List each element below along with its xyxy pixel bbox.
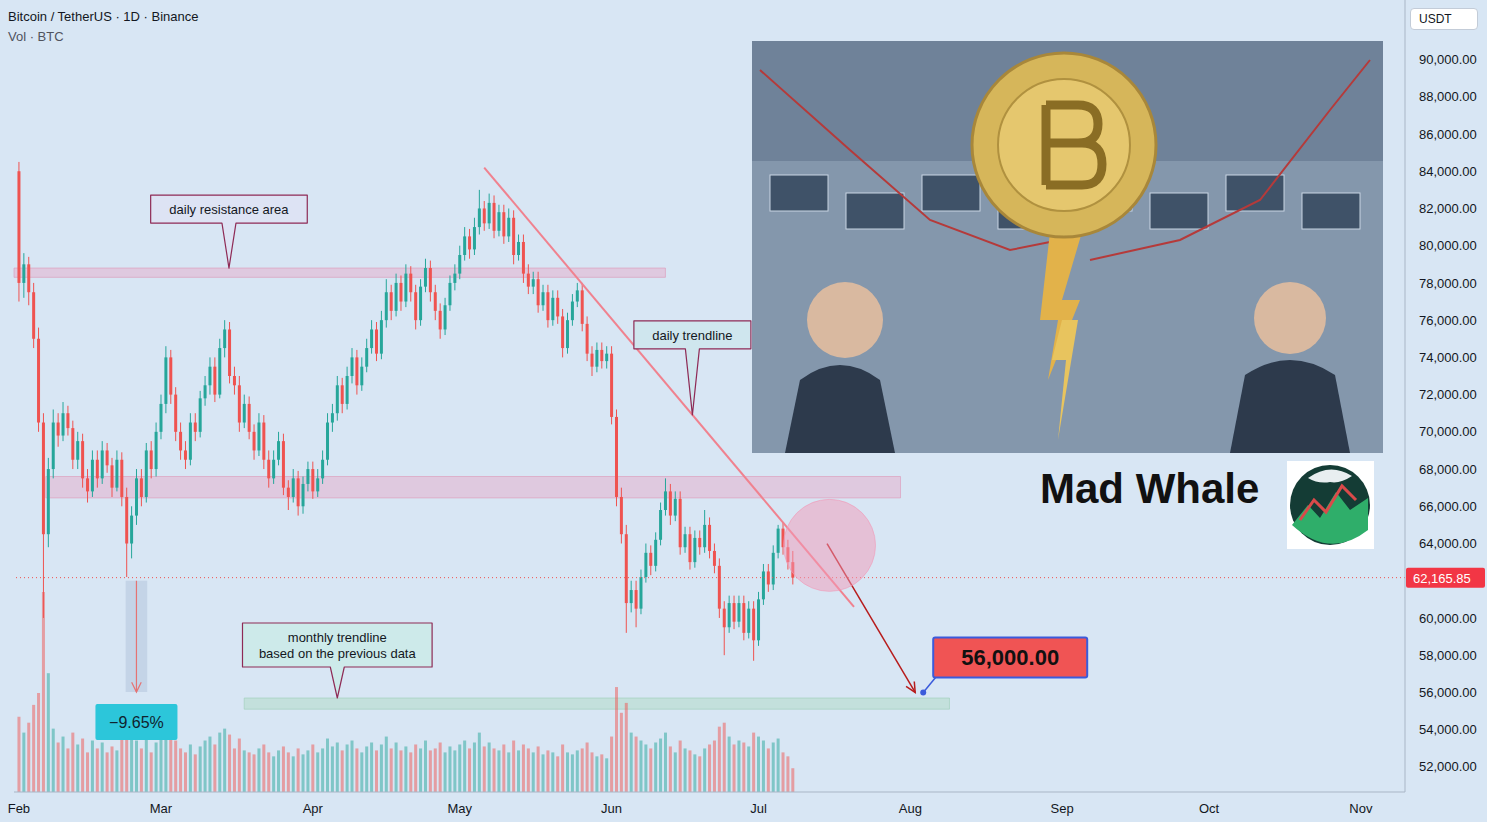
svg-text:72,000.00: 72,000.00 [1419, 387, 1477, 402]
svg-text:Sep: Sep [1051, 801, 1074, 816]
svg-text:90,000.00: 90,000.00 [1419, 52, 1477, 67]
svg-text:68,000.00: 68,000.00 [1419, 462, 1477, 477]
svg-text:daily trendline: daily trendline [652, 328, 732, 343]
svg-text:78,000.00: 78,000.00 [1419, 276, 1477, 291]
svg-text:56,000.00: 56,000.00 [961, 645, 1059, 670]
svg-text:66,000.00: 66,000.00 [1419, 499, 1477, 514]
svg-text:Oct: Oct [1199, 801, 1220, 816]
svg-text:Aug: Aug [899, 801, 922, 816]
svg-text:54,000.00: 54,000.00 [1419, 722, 1477, 737]
svg-text:82,000.00: 82,000.00 [1419, 201, 1477, 216]
svg-text:76,000.00: 76,000.00 [1419, 313, 1477, 328]
svg-text:64,000.00: 64,000.00 [1419, 536, 1477, 551]
html-text:Vol · BTC: Vol · BTC [8, 29, 64, 44]
svg-text:58,000.00: 58,000.00 [1419, 648, 1477, 663]
svg-text:daily resistance area: daily resistance area [169, 202, 289, 217]
svg-text:84,000.00: 84,000.00 [1419, 164, 1477, 179]
html-text:Bitcoin / TetherUS · 1D · Bina: Bitcoin / TetherUS · 1D · Binance [8, 9, 199, 24]
svg-text:56,000.00: 56,000.00 [1419, 685, 1477, 700]
svg-text:Jul: Jul [750, 801, 767, 816]
svg-text:based on the previous data: based on the previous data [259, 646, 417, 661]
svg-text:Apr: Apr [303, 801, 324, 816]
svg-text:80,000.00: 80,000.00 [1419, 238, 1477, 253]
svg-text:74,000.00: 74,000.00 [1419, 350, 1477, 365]
html-text:Mad Whale: Mad Whale [1040, 465, 1260, 512]
svg-text:Nov: Nov [1349, 801, 1373, 816]
svg-text:Mar: Mar [150, 801, 173, 816]
svg-text:88,000.00: 88,000.00 [1419, 89, 1477, 104]
svg-text:62,165.85: 62,165.85 [1413, 571, 1471, 586]
svg-text:52,000.00: 52,000.00 [1419, 759, 1477, 774]
svg-text:Jun: Jun [601, 801, 622, 816]
svg-text:Feb: Feb [8, 801, 30, 816]
svg-text:May: May [447, 801, 472, 816]
svg-text:60,000.00: 60,000.00 [1419, 611, 1477, 626]
html-text:USDT: USDT [1419, 12, 1452, 26]
svg-text:monthly trendline: monthly trendline [288, 630, 387, 645]
svg-text:70,000.00: 70,000.00 [1419, 424, 1477, 439]
svg-text:86,000.00: 86,000.00 [1419, 127, 1477, 142]
svg-text:−9.65%: −9.65% [109, 714, 164, 731]
